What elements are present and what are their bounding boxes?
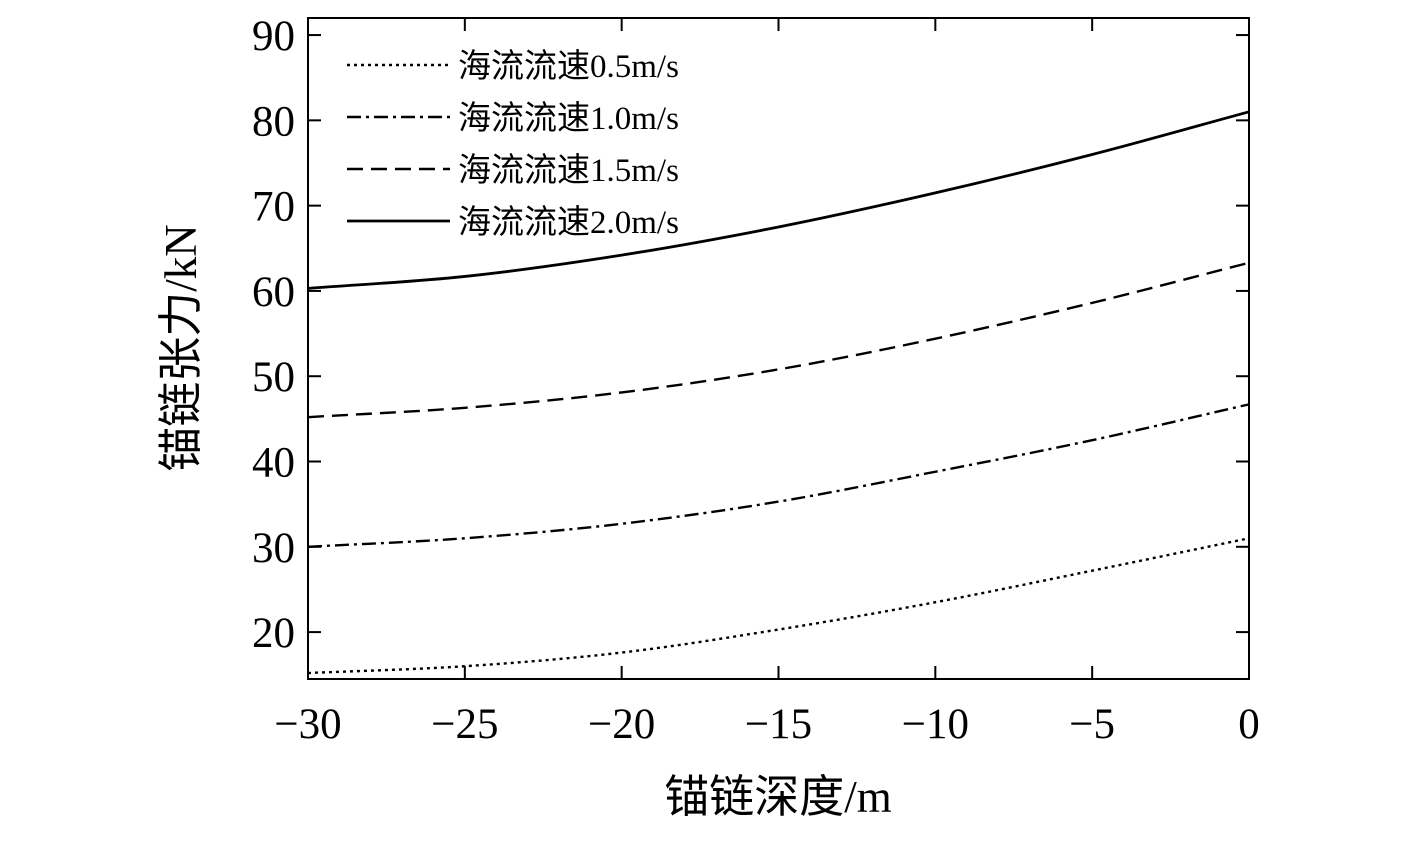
legend-label-1: 海流流速0.5m/s — [458, 48, 679, 85]
x-axis-title: 锚链深度/m — [664, 772, 892, 822]
x-tick-label: 0 — [1238, 701, 1260, 748]
legend-label-2: 海流流速1.0m/s — [458, 100, 679, 137]
x-axis: −30 −25 −20 −15 −10 −5 0 — [274, 18, 1260, 748]
series-line-4 — [307, 110, 1250, 290]
legend-label-3: 海流流速1.5m/s — [458, 152, 679, 189]
y-axis-title: 锚链张力/kN — [156, 224, 206, 472]
x-tick-label: −10 — [902, 701, 969, 748]
x-tick-label: −25 — [431, 701, 498, 748]
legend-label-4: 海流流速2.0m/s — [458, 204, 679, 241]
y-tick-label: 30 — [252, 525, 295, 572]
x-tick-label: −15 — [745, 701, 812, 748]
y-axis: 20 30 40 50 60 70 80 90 — [252, 13, 1249, 657]
x-tick-label: −20 — [588, 701, 655, 748]
y-tick-label: 70 — [252, 184, 295, 231]
plot-series-group — [307, 110, 1250, 675]
x-tick-label: −30 — [274, 701, 341, 748]
y-tick-label: 60 — [252, 269, 295, 316]
series-line-1 — [307, 537, 1250, 675]
y-tick-label: 40 — [252, 440, 295, 487]
legend: 海流流速0.5m/s 海流流速1.0m/s 海流流速1.5m/s 海流流速2.0m/s — [347, 48, 679, 241]
y-tick-label: 50 — [252, 354, 295, 401]
series-line-3 — [307, 261, 1250, 419]
y-tick-label: 80 — [252, 98, 295, 145]
y-tick-label: 20 — [252, 610, 295, 657]
y-tick-label: 90 — [252, 13, 295, 60]
series-line-2 — [307, 403, 1250, 548]
x-tick-label: −5 — [1069, 701, 1115, 748]
